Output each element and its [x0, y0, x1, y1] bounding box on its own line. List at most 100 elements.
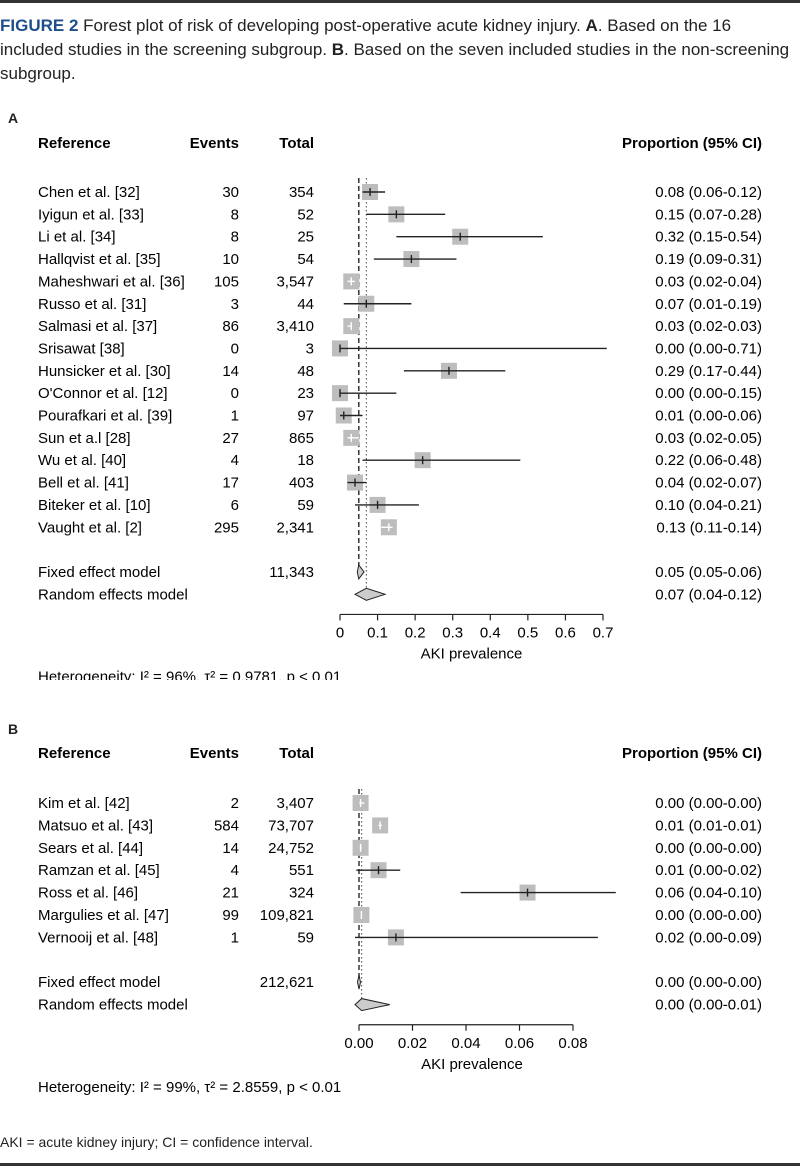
study-reference: Chen et al. [32] — [38, 184, 140, 201]
x-axis-label: AKI prevalence — [421, 645, 523, 662]
header-proportion: Proportion (95% CI) — [622, 135, 762, 152]
study-events: 105 — [214, 273, 239, 290]
fixed-diamond — [356, 975, 362, 990]
study-events: 86 — [222, 318, 239, 335]
study-reference: O'Connor et al. [12] — [38, 385, 168, 402]
study-ci: 0.10 (0.04-0.21) — [655, 497, 762, 514]
random-ci: 0.00 (0.00-0.01) — [655, 997, 762, 1014]
fixed-total: 212,621 — [260, 974, 314, 991]
study-ci: 0.00 (0.00-0.00) — [655, 795, 762, 812]
study-ci: 0.01 (0.00-0.02) — [655, 862, 762, 879]
study-ci: 0.03 (0.02-0.05) — [655, 430, 762, 447]
study-events: 3 — [231, 296, 239, 313]
study-events: 295 — [214, 519, 239, 536]
study-reference: Matsuo et al. [43] — [38, 817, 153, 834]
study-events: 1 — [231, 408, 239, 425]
x-tick-label: 0.3 — [442, 624, 463, 641]
study-reference: Iyigun et al. [33] — [38, 206, 144, 223]
study-total: 109,821 — [260, 907, 314, 924]
caption-text: Forest plot of risk of developing post-o… — [78, 16, 586, 35]
heterogeneity-stats: Heterogeneity: I² = 99%, τ² = 2.8559, p … — [38, 1079, 341, 1096]
study-ci: 0.22 (0.06-0.48) — [655, 452, 762, 469]
fixed-diamond — [356, 563, 365, 581]
study-reference: Sun et a.l [28] — [38, 430, 131, 447]
study-total: 551 — [289, 862, 314, 879]
random-label: Random effects model — [38, 997, 188, 1014]
random-diamond — [353, 587, 387, 601]
x-tick-label: 0 — [336, 624, 344, 641]
study-total: 3,410 — [276, 318, 314, 335]
study-reference: Srisawat [38] — [38, 340, 125, 357]
study-ci: 0.06 (0.04-0.10) — [655, 885, 762, 902]
x-tick-label: 0.06 — [505, 1035, 534, 1052]
x-tick-label: 0.00 — [344, 1035, 373, 1052]
study-total: 59 — [297, 497, 314, 514]
study-reference: Maheshwari et al. [36] — [38, 273, 185, 290]
study-events: 4 — [231, 452, 239, 469]
forest-plot-b: Reference Events Total Proportion (95% CI) K… — [38, 745, 762, 1096]
caption-text-3: . Based on the seven included studies in… — [0, 40, 790, 83]
study-events: 10 — [222, 251, 239, 268]
header-events: Events — [190, 745, 239, 762]
study-total: 3,547 — [276, 273, 314, 290]
fixed-ci: 0.00 (0.00-0.00) — [655, 974, 762, 991]
study-events: 27 — [222, 430, 239, 447]
study-total: 48 — [297, 363, 314, 380]
study-events: 584 — [214, 817, 239, 834]
caption-a: A — [585, 16, 598, 35]
top-rule — [0, 0, 800, 3]
random-label: Random effects model — [38, 586, 188, 603]
study-reference: Vaught et al. [2] — [38, 519, 142, 536]
study-reference: Hunsicker et al. [30] — [38, 363, 171, 380]
study-reference: Vernooij et al. [48] — [38, 929, 158, 946]
bottom-rule — [0, 1163, 800, 1166]
header-events: Events — [190, 135, 239, 152]
study-total: 2,341 — [276, 519, 314, 536]
caption-b: B — [331, 40, 344, 59]
study-events: 21 — [222, 885, 239, 902]
study-total: 3 — [306, 340, 314, 357]
header-total: Total — [279, 745, 314, 762]
study-total: 324 — [289, 885, 314, 902]
study-ci: 0.03 (0.02-0.04) — [655, 273, 762, 290]
study-reference: Ramzan et al. [45] — [38, 862, 160, 879]
fixed-label: Fixed effect model — [38, 564, 160, 581]
study-events: 4 — [231, 862, 239, 879]
study-ci: 0.04 (0.02-0.07) — [655, 475, 762, 492]
random-ci: 0.07 (0.04-0.12) — [655, 586, 762, 603]
x-tick-label: 0.04 — [451, 1035, 480, 1052]
heterogeneity-stats: Heterogeneity: I² = 96%, τ² = 0.9781, p … — [38, 668, 341, 680]
study-reference: Margulies et al. [47] — [38, 907, 169, 924]
study-events: 14 — [222, 840, 239, 857]
study-total: 97 — [297, 408, 314, 425]
random-diamond — [354, 998, 390, 1012]
study-events: 0 — [231, 385, 239, 402]
study-ci: 0.15 (0.07-0.28) — [655, 206, 762, 223]
study-total: 73,707 — [268, 817, 314, 834]
study-ci: 0.00 (0.00-0.71) — [655, 340, 762, 357]
study-events: 6 — [231, 497, 239, 514]
study-ci: 0.29 (0.17-0.44) — [655, 363, 762, 380]
x-tick-label: 0.7 — [593, 624, 614, 641]
study-events: 2 — [231, 795, 239, 812]
study-reference: Ross et al. [46] — [38, 885, 138, 902]
header-total: Total — [279, 135, 314, 152]
study-events: 8 — [231, 206, 239, 223]
study-events: 99 — [222, 907, 239, 924]
study-events: 17 — [222, 475, 239, 492]
study-ci: 0.00 (0.00-0.15) — [655, 385, 762, 402]
study-ci: 0.08 (0.06-0.12) — [655, 184, 762, 201]
study-total: 18 — [297, 452, 314, 469]
x-tick-label: 0.1 — [367, 624, 388, 641]
study-ci: 0.07 (0.01-0.19) — [655, 296, 762, 313]
fixed-total: 11,343 — [269, 564, 314, 581]
study-ci: 0.01 (0.00-0.06) — [655, 408, 762, 425]
study-ci: 0.00 (0.00-0.00) — [655, 907, 762, 924]
footnote: AKI = acute kidney injury; CI = confiden… — [0, 1134, 313, 1150]
header-proportion: Proportion (95% CI) — [622, 745, 762, 762]
study-events: 1 — [231, 929, 239, 946]
header-reference: Reference — [38, 745, 111, 762]
study-ci: 0.03 (0.02-0.03) — [655, 318, 762, 335]
figure-caption: FIGURE 2 Forest plot of risk of developi… — [0, 14, 790, 86]
